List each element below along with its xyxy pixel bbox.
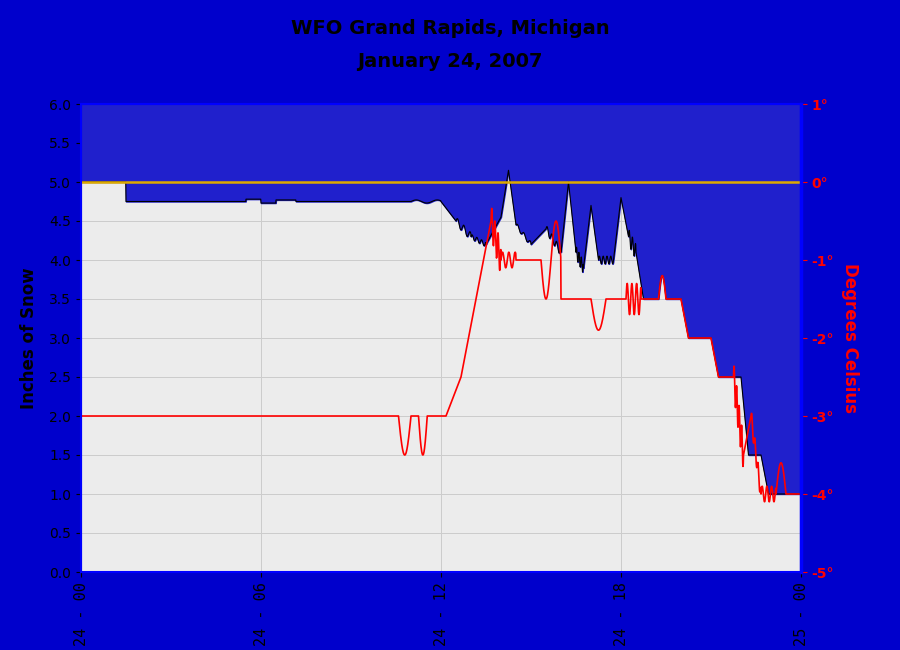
- Y-axis label: Inches of Snow: Inches of Snow: [20, 267, 38, 409]
- Text: January 24, 2007: January 24, 2007: [357, 52, 543, 71]
- Text: WFO Grand Rapids, Michigan: WFO Grand Rapids, Michigan: [291, 20, 609, 38]
- Y-axis label: Degrees Celsius: Degrees Celsius: [841, 263, 859, 413]
